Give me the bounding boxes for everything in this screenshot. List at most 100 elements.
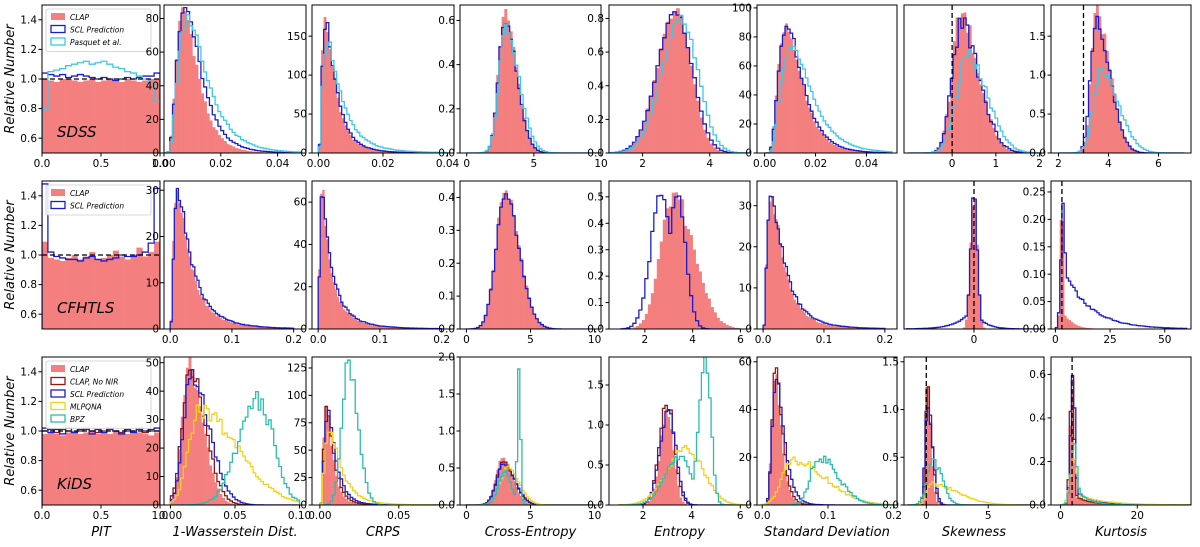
bar: [768, 463, 772, 505]
panel-cfhtls-pit: 0.6 0.8 1.0 1.2 1.4 CFHTLS Relative Number CLAP…: [3, 180, 161, 330]
legend-label: SCL Prediction: [70, 202, 124, 211]
bar: [1116, 108, 1119, 153]
bar: [268, 327, 272, 329]
bar: [112, 250, 119, 329]
legend-label: MLPQNA: [70, 403, 102, 412]
legend-box: [45, 8, 152, 52]
series-line-bpz: [618, 357, 746, 505]
x-tick-label: 5: [527, 510, 534, 522]
bar: [521, 499, 525, 505]
bar: [136, 247, 143, 329]
bar: [341, 118, 345, 153]
bar: [1086, 125, 1089, 153]
bar: [803, 312, 806, 329]
y-tick-label: 0.3: [587, 244, 604, 256]
bar: [792, 499, 796, 505]
bar: [336, 97, 340, 153]
bar: [490, 133, 494, 153]
axes-frame: [459, 356, 602, 506]
bar: [130, 431, 137, 505]
bar: [142, 433, 149, 505]
bar: [773, 380, 776, 505]
bar: [674, 192, 679, 329]
bar: [971, 52, 975, 153]
bar: [772, 125, 776, 153]
bar: [797, 303, 800, 329]
bar: [252, 326, 255, 329]
bar: [71, 255, 78, 329]
bar: [779, 244, 782, 329]
bar: [200, 93, 205, 153]
legend-label: SCL Prediction: [70, 390, 124, 399]
axes-frame: [756, 356, 898, 506]
y-tick-label: 150: [287, 31, 307, 43]
bar: [1111, 78, 1114, 153]
bar: [206, 113, 210, 153]
legend-box: [45, 360, 152, 429]
bar: [198, 406, 202, 505]
y-tick-label: 100: [287, 390, 307, 402]
bar: [1081, 327, 1085, 329]
bar: [189, 34, 193, 153]
x-tick-label: 0.04: [266, 158, 290, 170]
legend-swatch-scl-prediction: [50, 24, 66, 34]
y-tick-label: 50: [146, 357, 159, 369]
panel-sdss-standard-deviation: 0.00 0.02 0.04 0 20 40 60 80 100: [732, 3, 898, 170]
x-tick-label: 0.0: [34, 158, 51, 170]
bar: [1075, 497, 1079, 505]
bar: [65, 79, 72, 153]
x-axis-label: CRPS: [366, 525, 400, 540]
bar: [211, 472, 215, 505]
bar: [852, 327, 855, 329]
bar: [807, 107, 811, 153]
bar: [842, 326, 845, 329]
y-tick-label: 0.00: [1023, 324, 1046, 336]
y-tick-label: 0.0: [1029, 500, 1046, 512]
y-tick-label: 0.4: [438, 192, 455, 204]
bar: [219, 317, 222, 329]
legend: CLAP SCL Prediction Pasquet et al.: [45, 8, 152, 52]
panel-sdss-crps: 0.00 0.02 0.04 0 50 100 150: [287, 4, 460, 170]
legend-swatch-mlpqna: [50, 401, 66, 411]
x-tick-label: 10: [588, 334, 601, 346]
y-tick-label: 80: [146, 13, 159, 25]
y-tick-label: 0.8: [20, 455, 37, 467]
bar: [771, 196, 774, 329]
plot-area: [764, 23, 893, 153]
survey-label: KiDS: [57, 475, 93, 493]
panel-cfhtls-cross-entropy: 0 5 100.00.10.20.30.4: [438, 180, 602, 346]
bar: [83, 256, 90, 329]
y-tick-label: 0: [300, 500, 307, 512]
bar: [338, 302, 342, 329]
legend: CLAP SCL Prediction: [45, 184, 152, 216]
bar: [779, 425, 783, 505]
bar: [1067, 487, 1070, 505]
bar: [201, 297, 204, 329]
bar: [493, 112, 497, 153]
bar: [1005, 148, 1009, 153]
x-tick-label: 0: [1057, 510, 1064, 522]
bar: [931, 465, 935, 505]
bar: [370, 149, 373, 153]
bar: [647, 500, 651, 505]
y-tick-label: 0.3: [438, 225, 455, 237]
bar: [642, 121, 647, 153]
bar: [974, 57, 977, 153]
bar: [53, 433, 60, 505]
bar: [818, 129, 821, 153]
bar: [703, 129, 707, 153]
bar: [625, 148, 630, 153]
bar: [364, 147, 368, 153]
bar: [1098, 16, 1102, 153]
panel-sdss-cross-entropy: 0 5 100.00.20.40.6: [438, 4, 608, 170]
bar: [672, 450, 675, 505]
bar: [502, 457, 506, 505]
bar: [848, 149, 852, 153]
bar: [797, 503, 800, 505]
bar: [148, 79, 155, 153]
y-tick-label: 1.5: [882, 356, 899, 368]
bar: [326, 239, 329, 329]
plot-area: [1058, 5, 1185, 153]
panel-sdss-skewness: 0 1 2: [903, 4, 1045, 170]
